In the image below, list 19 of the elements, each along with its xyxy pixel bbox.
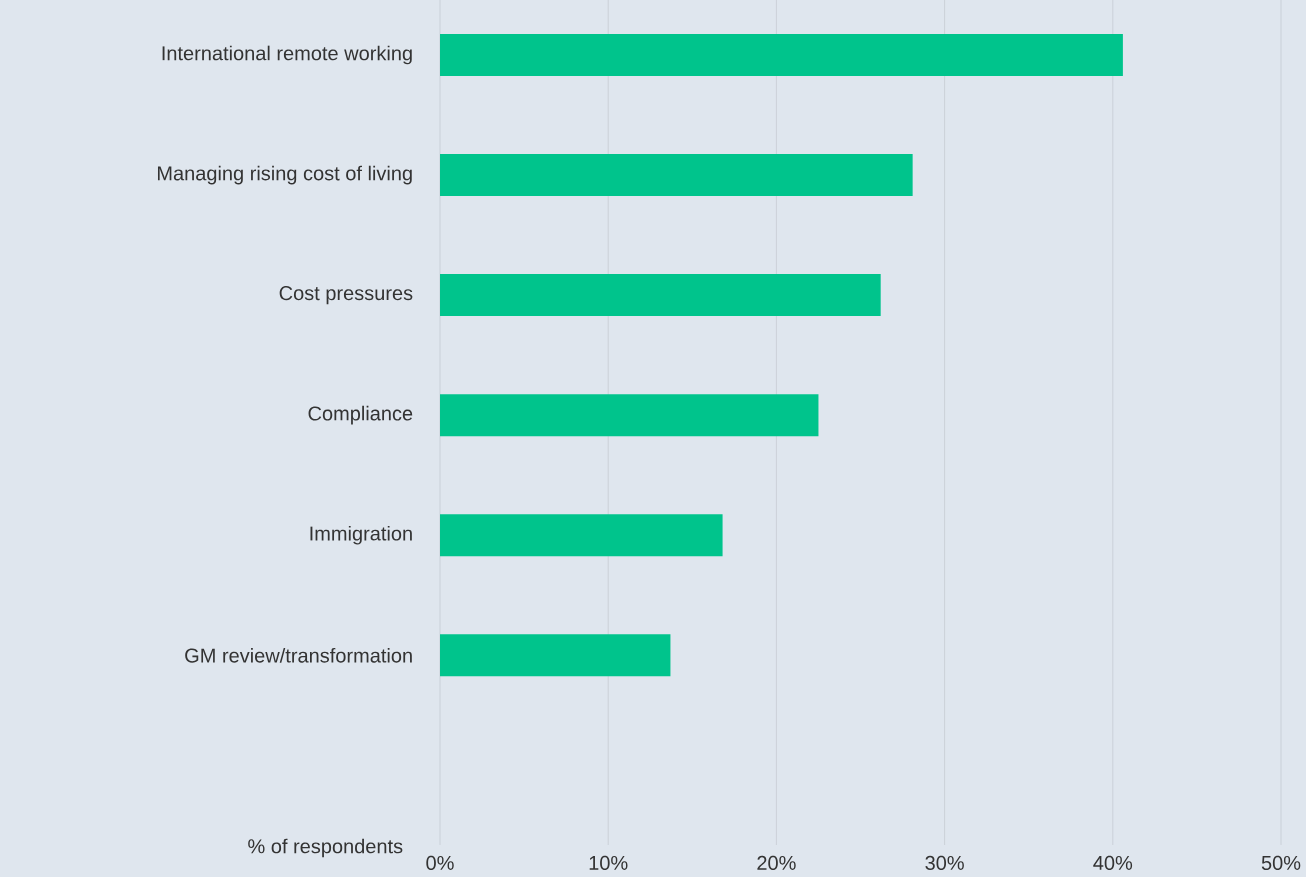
y-tick-label: International remote working bbox=[162, 45, 412, 65]
bar bbox=[440, 33, 1123, 76]
y-tick-label: Managing rising cost of living bbox=[157, 165, 412, 185]
y-tick-label: Cost pressures bbox=[279, 286, 413, 305]
x-tick-label: 10% bbox=[589, 855, 628, 871]
x-tick-label: 20% bbox=[757, 855, 796, 871]
bar bbox=[440, 634, 671, 677]
y-tick-label: Compliance bbox=[308, 405, 413, 425]
bar bbox=[440, 154, 913, 197]
x-tick-label: 40% bbox=[1093, 855, 1133, 871]
x-tick-label: 30% bbox=[925, 855, 964, 871]
bar bbox=[440, 394, 819, 437]
x-axis-title: % of respondents bbox=[248, 838, 403, 858]
bar bbox=[440, 514, 723, 557]
y-tick-label: Immigration bbox=[310, 525, 412, 545]
y-tick-label: GM review/transformation bbox=[185, 647, 412, 663]
bar bbox=[440, 274, 881, 317]
x-tick-label: 50% bbox=[1261, 855, 1301, 871]
x-tick-label: 0% bbox=[426, 855, 454, 871]
